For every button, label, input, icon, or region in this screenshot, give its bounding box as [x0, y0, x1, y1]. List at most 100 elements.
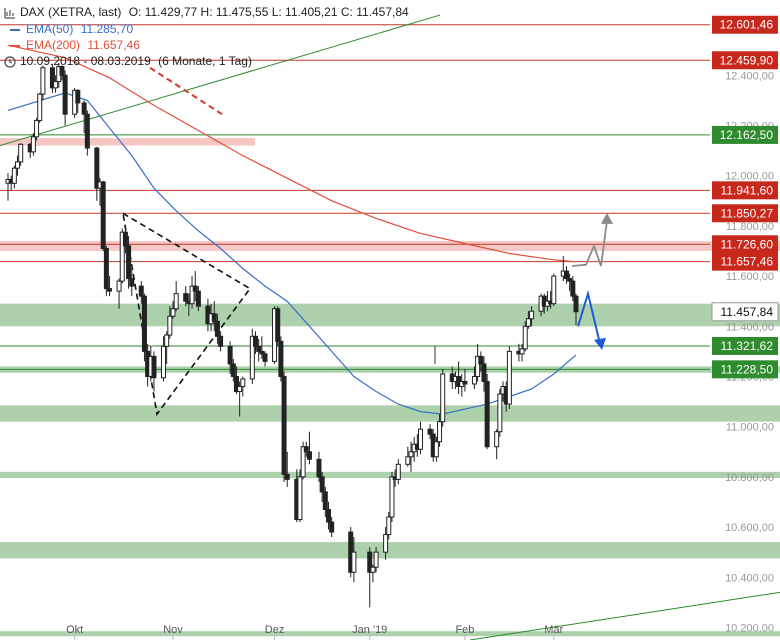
candle-body — [281, 375, 287, 475]
ema50-label: EMA(50) — [26, 22, 74, 36]
y-tick-label: 11.400,00 — [726, 321, 774, 333]
candle-body — [418, 428, 424, 450]
candle-body — [373, 551, 379, 568]
candle-body — [325, 508, 331, 523]
candle-body — [262, 353, 268, 362]
x-tick-label: Dez — [265, 624, 285, 636]
x-tick-label: Nov — [163, 624, 183, 636]
candle-body — [570, 280, 576, 297]
candle-body — [59, 66, 65, 76]
clock-icon — [4, 56, 16, 68]
x-tick-label: Jan '19 — [352, 624, 387, 636]
candle-body — [164, 334, 170, 347]
legend-ema50-row: EMA(50) 11.285,70 — [0, 21, 133, 37]
candle-body — [471, 375, 477, 385]
candle-body — [214, 320, 220, 337]
candle-body — [408, 451, 414, 458]
candle-body — [151, 355, 157, 379]
candle-body — [116, 280, 122, 292]
candle-body — [367, 551, 373, 573]
price-label-box — [712, 181, 778, 200]
price-zone-support — [0, 405, 780, 422]
y-tick-label: 11.600,00 — [726, 271, 774, 283]
candle-body — [11, 167, 17, 184]
candle-body — [389, 476, 395, 518]
candle-body — [237, 386, 243, 393]
candle-body — [297, 476, 303, 521]
candle-body — [122, 231, 128, 247]
x-axis: Okt Nov Dez Jan '19 Feb Mär — [66, 624, 564, 640]
y-tick-label: 12.400,00 — [725, 70, 774, 82]
price-label-text: 11.850,27 — [721, 206, 774, 220]
candle-body — [300, 446, 306, 478]
candle-body — [351, 551, 357, 573]
price-zones — [0, 138, 780, 637]
price-label-text: 11.228,50 — [721, 362, 774, 376]
candle-body — [233, 375, 239, 393]
price-zone-support — [0, 471, 780, 479]
candle-body — [195, 290, 201, 307]
candle-body — [525, 318, 531, 327]
ema-lines — [7, 44, 577, 415]
price-label-box — [712, 51, 778, 70]
candle-body — [478, 355, 484, 365]
candle-body — [506, 350, 512, 405]
candle-body — [84, 113, 90, 149]
candle-body — [370, 566, 376, 573]
price-label-text: 11.657,46 — [721, 255, 774, 269]
resistance-band-left — [0, 138, 255, 146]
candle-body — [100, 181, 106, 249]
resistance-dashed-line — [149, 66, 223, 116]
price-zone-resistance — [0, 240, 780, 251]
candle-body — [551, 275, 557, 305]
candle-body — [141, 295, 147, 352]
candle-body — [481, 363, 487, 382]
candle-body — [53, 81, 59, 89]
price-zone-support — [0, 631, 780, 637]
candle-body — [211, 313, 217, 322]
candle-body — [484, 380, 490, 448]
price-labels: 12.601,46 12.459,90 12.162,50 11.941,60 11.8… — [711, 15, 779, 379]
candle-body — [49, 67, 55, 89]
y-tick-label: 10.200,00 — [725, 622, 774, 634]
candle-body — [103, 247, 109, 290]
candle-body — [405, 456, 411, 465]
arrow-down-head — [594, 337, 606, 350]
triangle-pattern — [122, 212, 252, 417]
y-tick-label: 10.800,00 — [725, 472, 774, 484]
uptrend-line-lower — [469, 591, 780, 640]
candle-body — [34, 119, 40, 138]
candle-body — [218, 335, 224, 347]
candle-body — [306, 451, 312, 460]
candle-body — [256, 345, 262, 352]
candle-body — [15, 161, 21, 169]
price-label-text: 12.459,90 — [720, 53, 774, 67]
candlesticks — [5, 62, 579, 608]
chart-title: DAX (XETRA, last) — [20, 5, 122, 19]
candle-body — [107, 288, 113, 292]
legend-title-row: DAX (XETRA, last) O: 11.429,77 H: 11.475… — [0, 4, 409, 20]
candle-body — [138, 285, 144, 297]
arrow-up-head — [601, 212, 613, 224]
forecast-arrows — [571, 212, 613, 350]
price-label-box — [711, 302, 779, 322]
price-label-box — [712, 204, 778, 223]
trendlines — [0, 14, 780, 640]
candle-body — [303, 446, 309, 453]
y-tick-label: 12.000,00 — [725, 171, 774, 183]
ema200-swatch — [10, 44, 20, 47]
legend-ema200-row: EMA(200) 11.657,46 — [0, 37, 140, 53]
candle-body — [278, 340, 284, 377]
candle-body — [167, 315, 173, 336]
x-tick-label: Okt — [66, 624, 83, 636]
arrow-down-scenario — [577, 289, 601, 345]
candle-body — [183, 293, 189, 302]
candle-body — [249, 335, 255, 380]
range-detail: (6 Monate, 1 Tag) — [158, 54, 252, 68]
y-tick-label: 11.000,00 — [726, 422, 774, 434]
price-label-box — [712, 15, 778, 34]
arrow-up-scenario — [571, 220, 608, 267]
candle-body — [427, 428, 433, 435]
candle-body — [329, 521, 335, 533]
